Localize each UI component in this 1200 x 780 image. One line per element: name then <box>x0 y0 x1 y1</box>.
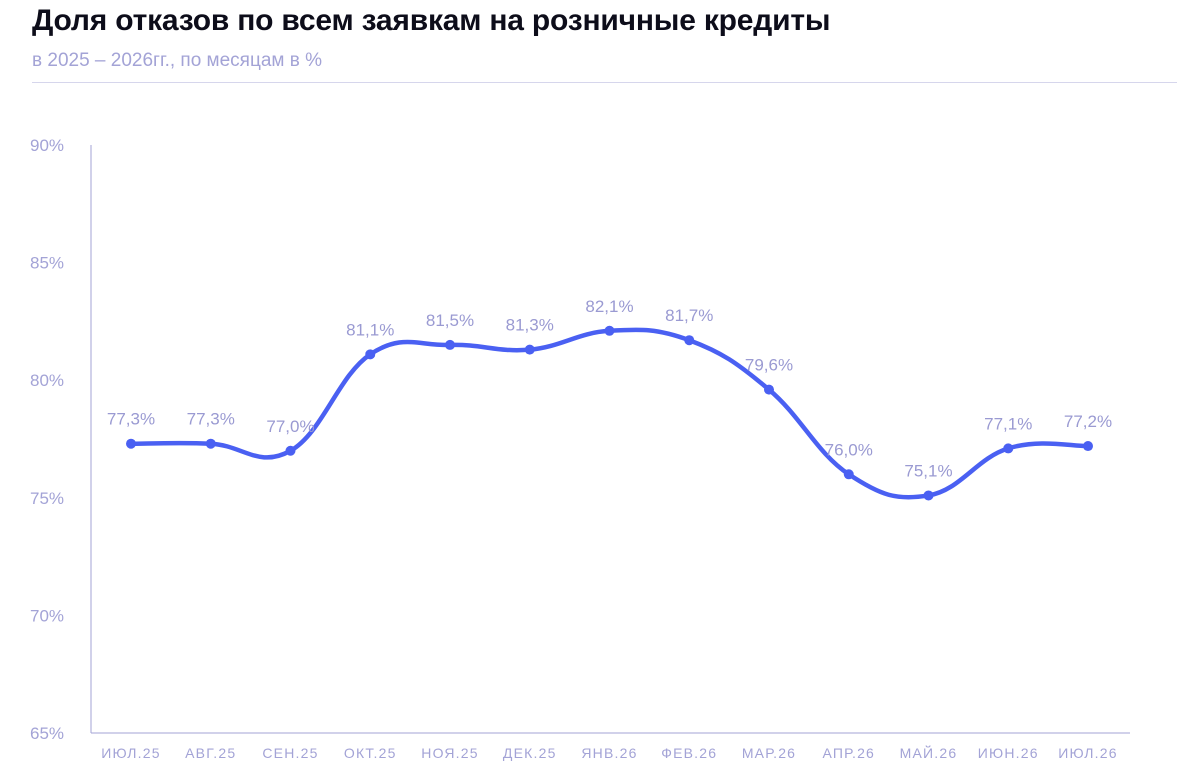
data-label: 77,2% <box>1064 412 1112 431</box>
x-tick-label: АВГ.25 <box>185 745 236 761</box>
x-tick-label: ФЕВ.26 <box>661 745 717 761</box>
x-tick-label: ДЕК.25 <box>503 745 557 761</box>
x-tick-label: ИЮЛ.26 <box>1058 745 1117 761</box>
data-label: 75,1% <box>904 461 952 480</box>
x-tick-label: СЕН.25 <box>262 745 318 761</box>
y-tick-label: 75% <box>30 489 64 508</box>
data-point <box>445 339 455 350</box>
data-label: 81,3% <box>506 316 554 335</box>
data-point <box>285 445 296 456</box>
header-divider <box>32 82 1177 83</box>
x-tick-label: ИЮН.26 <box>978 745 1039 761</box>
y-tick-label: 80% <box>30 371 64 390</box>
data-point <box>126 438 136 449</box>
data-label: 77,1% <box>984 414 1032 433</box>
data-label: 76,0% <box>825 440 873 459</box>
data-point <box>1003 443 1014 454</box>
data-point <box>923 490 934 501</box>
data-label: 77,3% <box>107 410 155 429</box>
y-tick-label: 70% <box>30 606 64 625</box>
x-tick-label: МАЙ.26 <box>900 744 958 761</box>
data-label: 81,1% <box>346 320 394 339</box>
x-tick-label: ЯНВ.26 <box>581 745 637 761</box>
data-label: 81,7% <box>665 306 713 325</box>
data-point <box>205 438 216 449</box>
data-point <box>604 325 615 336</box>
x-tick-label: ОКТ.25 <box>344 745 397 761</box>
x-tick-label: АПР.26 <box>822 745 875 761</box>
data-label: 79,6% <box>745 356 793 375</box>
y-tick-label: 90% <box>30 136 64 155</box>
chart-subtitle: в 2025 – 2026гг., по месяцам в % <box>32 50 323 71</box>
data-label: 81,5% <box>426 311 474 330</box>
data-label: 77,0% <box>266 417 314 436</box>
data-point <box>365 349 376 360</box>
data-point <box>524 344 535 355</box>
x-tick-label: МАР.26 <box>742 745 796 761</box>
data-point <box>684 335 695 346</box>
y-tick-label: 85% <box>30 254 64 273</box>
data-point <box>1083 441 1093 452</box>
x-tick-label: НОЯ.25 <box>421 745 478 761</box>
x-tick-label: ИЮЛ.25 <box>101 745 160 761</box>
data-label: 82,1% <box>585 297 633 316</box>
data-label: 77,3% <box>187 410 235 429</box>
data-point <box>843 469 854 480</box>
data-point <box>764 384 774 395</box>
y-tick-label: 65% <box>30 724 64 743</box>
chart-title: Доля отказов по всем заявкам на розничны… <box>32 4 831 37</box>
